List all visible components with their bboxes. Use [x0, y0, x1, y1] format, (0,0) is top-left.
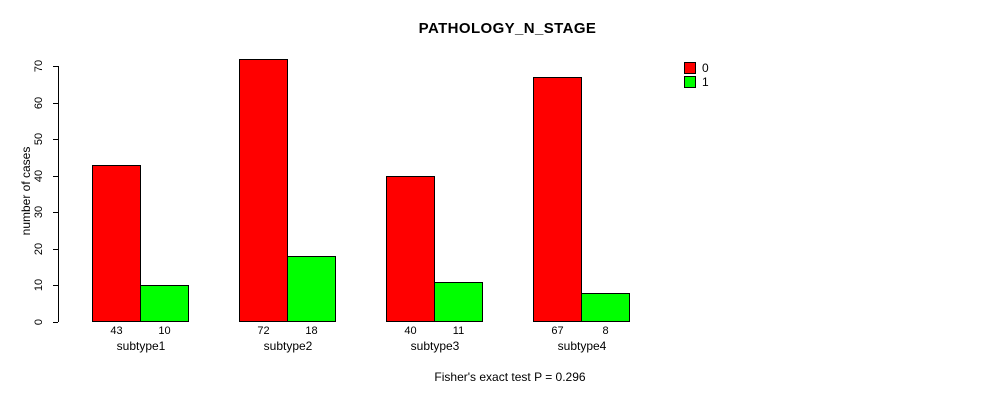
y-tick-label: 20: [33, 242, 45, 256]
category-label-subtype1: subtype1: [116, 339, 166, 353]
category-label-subtype4: subtype4: [557, 339, 607, 353]
bar-subtype2-series-0: [239, 59, 288, 322]
legend-swatch-0: [684, 62, 696, 74]
y-axis-tick: [53, 139, 58, 140]
y-axis-tick: [53, 212, 58, 213]
bar-value-label: 67: [551, 325, 564, 337]
bar-value-label: 8: [602, 325, 609, 337]
bar-value-label: 10: [158, 325, 171, 337]
y-tick-label: 40: [33, 169, 45, 183]
y-axis-line: [58, 66, 59, 322]
footnote-text: Fisher's exact test P = 0.296: [434, 370, 586, 384]
bar-value-label: 43: [110, 325, 123, 337]
bar-value-label: 18: [305, 325, 318, 337]
bar-value-label: 40: [404, 325, 417, 337]
bar-value-label: 11: [452, 325, 465, 337]
y-axis-tick: [53, 249, 58, 250]
y-axis-tick: [53, 103, 58, 104]
category-label-subtype2: subtype2: [263, 339, 313, 353]
chart-title: PATHOLOGY_N_STAGE: [418, 20, 597, 37]
bar-subtype4-series-0: [533, 77, 582, 322]
category-label-subtype3: subtype3: [410, 339, 460, 353]
y-tick-label: 0: [33, 318, 45, 326]
bar-subtype1-series-0: [92, 165, 141, 322]
y-axis-tick: [53, 285, 58, 286]
y-tick-label: 60: [33, 96, 45, 110]
bar-subtype3-series-1: [434, 282, 483, 322]
y-axis-tick: [53, 176, 58, 177]
legend-swatch-1: [684, 76, 696, 88]
y-axis-label: number of cases: [19, 146, 33, 236]
bar-value-label: 72: [257, 325, 270, 337]
bar-subtype4-series-1: [581, 293, 630, 322]
y-tick-label: 30: [33, 205, 45, 219]
bar-subtype2-series-1: [287, 256, 336, 322]
y-axis-tick: [53, 322, 58, 323]
legend-label-0: 0: [702, 61, 709, 75]
bar-subtype3-series-0: [386, 176, 435, 322]
bar-subtype1-series-1: [140, 285, 189, 322]
y-tick-label: 10: [33, 278, 45, 292]
legend-label-1: 1: [702, 75, 709, 89]
y-axis-tick: [53, 66, 58, 67]
y-tick-label: 50: [33, 132, 45, 146]
y-tick-label: 70: [33, 59, 45, 73]
